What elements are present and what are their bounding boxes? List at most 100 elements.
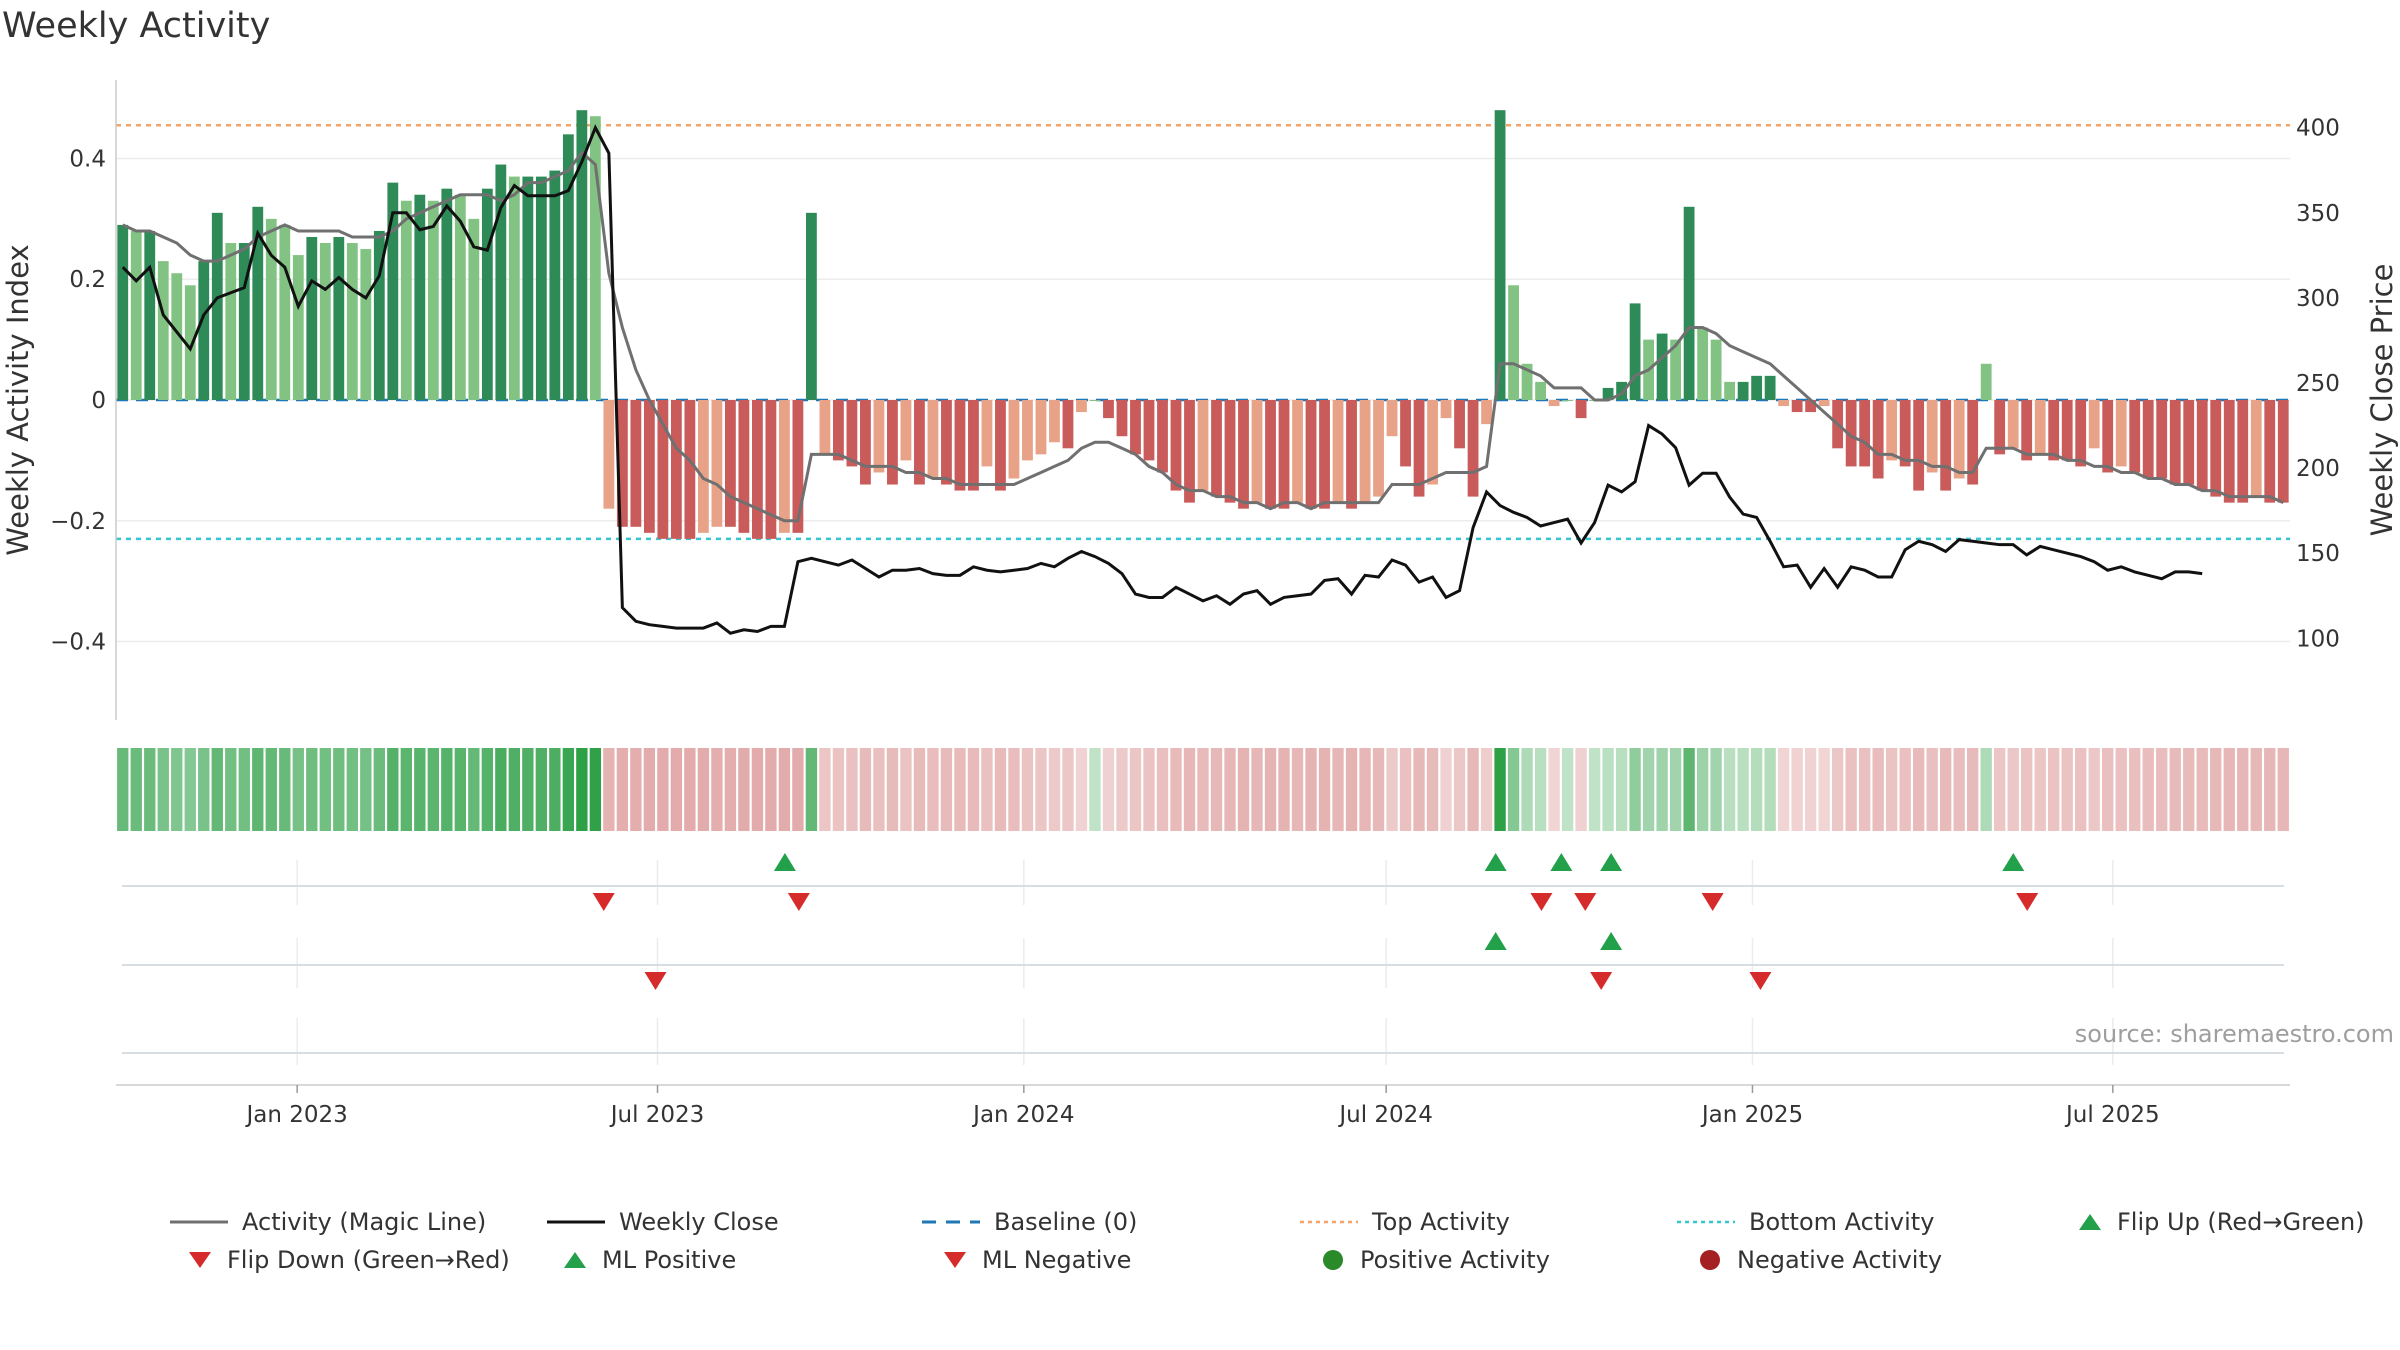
heat-cell (1089, 748, 1101, 831)
heat-cell (1156, 748, 1169, 831)
heat-cell (886, 748, 899, 831)
dotted-line-icon (1675, 1212, 1749, 1232)
activity-bar (684, 400, 696, 539)
heat-cell (1129, 748, 1142, 831)
activity-bar (1130, 400, 1141, 455)
activity-bar (1724, 381, 1736, 400)
heat-cell (1818, 748, 1830, 831)
y2-tick-label: 100 (2296, 626, 2340, 652)
activity-bar (130, 230, 142, 400)
heat-cell (1359, 748, 1371, 831)
heat-cell (1696, 748, 1709, 831)
heat-cell (1386, 748, 1398, 831)
activity-bar (1143, 400, 1155, 461)
activity-bar (1508, 285, 1519, 400)
legend-label: Bottom Activity (1749, 1208, 1935, 1236)
heat-cell (535, 748, 548, 831)
activity-bar (751, 400, 763, 539)
source-credit: source: sharemaestro.com (2074, 1020, 2394, 1048)
activity-bar (2156, 400, 2168, 479)
heat-cell (1345, 748, 1358, 831)
activity-bar (225, 243, 237, 400)
activity-bar (1913, 400, 1925, 491)
activity-bar (252, 206, 264, 400)
activity-bar (1859, 400, 1871, 467)
heat-cell (1480, 748, 1493, 831)
legend-label: Activity (Magic Line) (242, 1208, 487, 1236)
y-axis-title: Weekly Activity Index (1, 244, 35, 555)
heat-cell (238, 748, 250, 831)
heat-cell (738, 748, 750, 831)
heat-cell (2048, 748, 2060, 831)
heat-cell (306, 748, 318, 831)
legend-item: Top Activity (1298, 1205, 1510, 1239)
y-tick-label: −0.4 (50, 630, 106, 656)
activity-bar (2129, 400, 2141, 473)
activity-bar (1602, 387, 1614, 400)
activity-bar (914, 400, 925, 485)
legend-label: ML Positive (602, 1246, 737, 1274)
heat-cell (2277, 748, 2289, 831)
activity-bar (1562, 400, 1573, 401)
heat-cell (778, 748, 791, 831)
activity-bar (1670, 339, 1682, 400)
heat-cell (1251, 748, 1263, 831)
dashed-line-icon (920, 1212, 994, 1232)
activity-bar (1008, 400, 1020, 479)
heat-cell (1831, 748, 1844, 831)
activity-bar (2196, 400, 2208, 491)
activity-bar (279, 224, 291, 400)
heat-cell (1642, 748, 1655, 831)
legend-item: ML Positive (560, 1243, 736, 1277)
heat-cell (684, 748, 696, 831)
flip-up-marker (1600, 932, 1623, 950)
activity-bar (1305, 400, 1317, 509)
heat-cell (792, 748, 804, 831)
heat-cell (1750, 748, 1763, 831)
heat-cell (2156, 748, 2168, 831)
activity-bar (2021, 400, 2033, 461)
heat-cell (1602, 748, 1614, 831)
activity-bar (1454, 400, 1465, 449)
heat-cell (1008, 748, 1020, 831)
heat-cell (2075, 748, 2087, 831)
heat-cell (859, 748, 872, 831)
heat-cell (940, 748, 953, 831)
heat-cell (643, 748, 656, 831)
heat-cell (549, 748, 561, 831)
legend-item: Baseline (0) (920, 1205, 1137, 1239)
heat-cell (1967, 748, 1979, 831)
heat-cell (2061, 748, 2073, 831)
heat-cell (1791, 748, 1803, 831)
activity-bar (643, 400, 655, 533)
activity-bar (292, 255, 304, 400)
x-tick-label: Jul 2023 (609, 1102, 705, 1128)
heat-cell (2129, 748, 2141, 831)
activity-bar (806, 212, 817, 400)
heat-cell (994, 748, 1007, 831)
activity-bar (1035, 400, 1047, 455)
activity-bar (1805, 400, 1817, 413)
activity-bar (144, 230, 156, 400)
flip-down-marker (1530, 893, 1553, 911)
activity-bar (562, 134, 574, 400)
heat-cell (1669, 748, 1682, 831)
heat-cell (2250, 748, 2262, 831)
activity-bar (495, 164, 507, 400)
activity-bar (1791, 400, 1803, 413)
magic-line (122, 150, 2284, 523)
activity-bar (697, 400, 709, 533)
activity-bar (1872, 400, 1884, 479)
legend: Activity (Magic Line) Weekly Close Baselin… (0, 1205, 2400, 1285)
activity-bar (1224, 400, 1236, 503)
heat-cell (522, 748, 534, 831)
activity-bar (954, 400, 966, 491)
activity-bar (1656, 333, 1668, 400)
heat-cell (1629, 748, 1641, 831)
activity-bar (1022, 400, 1033, 461)
activity-bar (779, 400, 790, 533)
y2-tick-label: 350 (2296, 201, 2340, 227)
activity-bar (1751, 375, 1763, 400)
heat-cell (1197, 748, 1209, 831)
heat-cell (1062, 748, 1074, 831)
